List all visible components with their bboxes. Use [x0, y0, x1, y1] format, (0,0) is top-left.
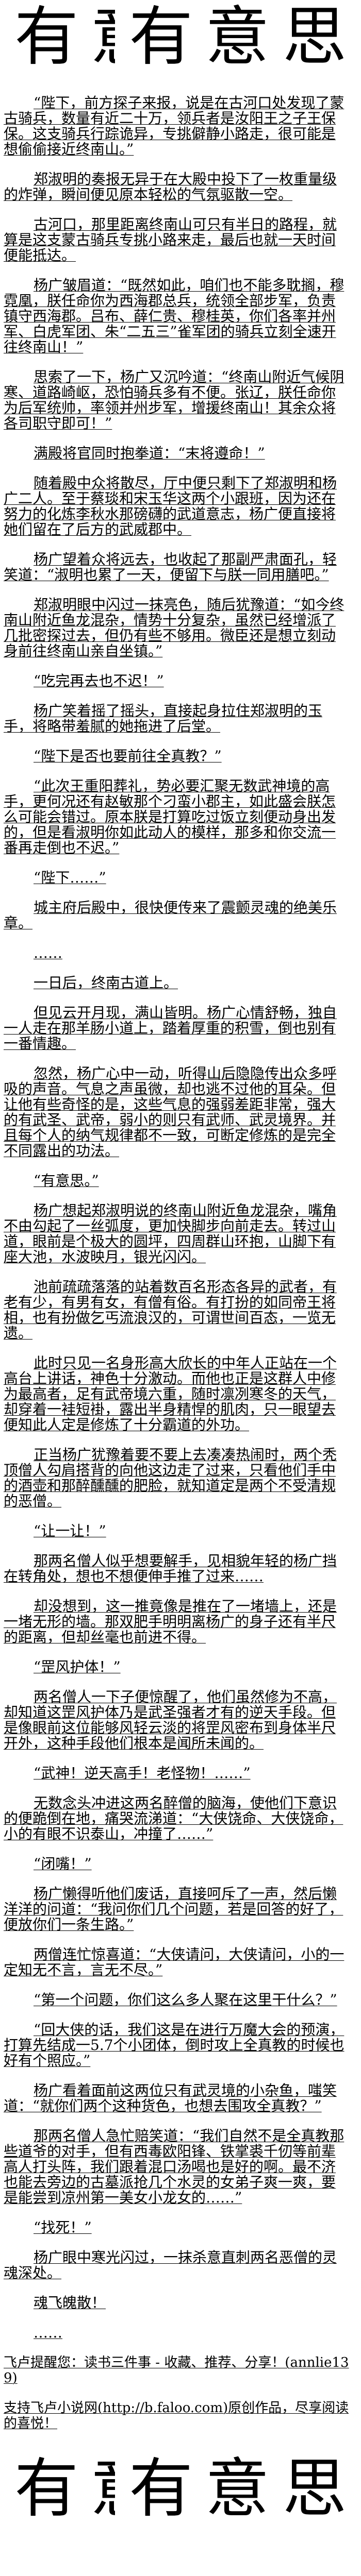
- paragraph: 此时只见一名身形高大欣长的中年人正站在一个高台上讲话，神色十分激动。而他也正是这…: [4, 1354, 337, 1433]
- paragraph: “罡风护体！”: [34, 1658, 121, 1675]
- paragraph: 郑淑明眼中闪过一抹亮色，随后犹豫道：“如今终南山附近鱼龙混杂，情势十分复杂，虽然…: [4, 596, 344, 659]
- paragraph: 杨广懒得听他们废话，直接呵斥了一声，然后懒洋洋的问道：“我问你们几个问题，若是回…: [4, 1885, 343, 1933]
- logo-top: 有 意 有 意 思: [0, 0, 361, 75]
- paragraph: 思索了一下，杨广又沉吟道：“终南山附近气候阴寒、道路崎岖，恐怕骑兵多有不便。张辽…: [4, 368, 344, 432]
- paragraph: “武神！逆天高手！老怪物！……”: [34, 1765, 251, 1782]
- paragraph: “此次王重阳葬礼，势必要汇聚无数武神境的高手，更何况还有赵敏那个刁蛮小郡主，如此…: [4, 777, 336, 856]
- logo-char: 思: [283, 2452, 347, 2526]
- paragraph: ……: [34, 2324, 62, 2341]
- paragraph: “回大侠的话，我们这是在进行万魔大会的预演，打算先结成一5.7个小团体，倒时攻上…: [4, 2021, 344, 2069]
- paragraph: 正当杨广犹豫着要不要上去凑凑热闹时，两个秃顶僧人勾肩搭背的向他这边走了过来，只看…: [4, 1446, 337, 1510]
- logo-char-clipped: 意: [90, 2454, 115, 2524]
- paragraph: 古河口，那里距离终南山可只有半日的路程，就算是这支蒙古骑兵专挑小路来走，最后也就…: [4, 216, 337, 264]
- paragraph: “找死！”: [34, 2219, 92, 2236]
- paragraph: 但见云开月现，满山皆明。杨广心情舒畅，独自一人走在那羊肠小道上，踏着厚重的积雪，…: [4, 1004, 337, 1052]
- logo-bottom: 有 意 有 意 思: [0, 2452, 361, 2527]
- reminder-text: 飞卢提醒您：读书三件事 - 收藏、推荐、分享！(annlie139): [4, 2355, 349, 2386]
- logo-char-clipped: 意: [90, 2, 115, 72]
- paragraph: 杨广看着面前这两位只有武灵境的小杂鱼，嗤笑道：“就你们两个这种货色，也想去围攻全…: [4, 2082, 337, 2114]
- paragraph: 那两名僧人似乎想要解手，见相貌年轻的杨广挡在转角处，想也不想便伸手推了过来……: [4, 1552, 337, 1585]
- logo-char: 有: [129, 0, 193, 74]
- paragraph: 城主府后殿中，很快便传来了震颤灵魂的绝美乐章。: [4, 899, 337, 931]
- logo-char: 意: [205, 2452, 270, 2526]
- paragraph: 满殿将官同时抱拳道：“末将遵命！”: [34, 445, 265, 462]
- paragraph: 杨广眼中寒光闪过，一抹杀意直刺两名恶僧的灵魂深处。: [4, 2249, 337, 2281]
- paragraph: “闭嘴！”: [34, 1855, 92, 1872]
- paragraph: 郑淑明的奏报无异于在大殿中投下了一枚重量级的炸弹，瞬间便见原本轻松的气氛驱散一空…: [4, 171, 337, 203]
- paragraph: “陛下是否也要前往全真教？”: [34, 748, 222, 765]
- logo-char: 有: [129, 2452, 193, 2526]
- paragraph: 池前疏疏落落的站着数百名形态各异的武者，有老有少，有男有女，有僧有俗。有打扮的如…: [4, 1278, 337, 1342]
- paragraph: 却没想到，这一推竟像是推在了一堵墙上，还是一堵无形的墙。那双肥手明明离杨广的身子…: [4, 1598, 337, 1646]
- paragraph: “吃完再去也不迟！”: [34, 672, 164, 689]
- paragraph: “第一个问题，你们这么多人聚在这里干什么？”: [34, 1991, 337, 2008]
- logo-char: 思: [283, 0, 347, 74]
- logo-char: 有: [14, 2452, 79, 2526]
- paragraph: “陛下……”: [34, 869, 106, 886]
- paragraph: 无数念头冲进这两名醉僧的脑海，使他们下意识的便跪倒在地，痛哭流涕道：“大侠饶命、…: [4, 1794, 343, 1842]
- chapter-body: “陛下，前方探子来报，说是在古河口处发现了蒙古骑兵，数量有近二十万，领兵者是汝阳…: [4, 95, 349, 2432]
- logo-char: 有: [14, 0, 79, 74]
- paragraph: 杨广望着众将远去，也收起了那副严肃面孔，轻笑道：“淑明也累了一天，便留下与朕一同…: [4, 551, 337, 583]
- paragraph: 魂飞魄散！: [34, 2294, 106, 2311]
- paragraph: 两名僧人一下子便惊醒了，他们虽然修为不高，却知道这罡风护体乃是武圣强者才有的逆天…: [4, 1688, 337, 1752]
- paragraph: 两僧连忙惊喜道：“大侠请问，大侠请问，小的一定知无不言，言无不尽。”: [4, 1946, 344, 1978]
- paragraph: 随着殿中众将散尽，厅中便只剩下了郑淑明和杨广二人。至于蔡琰和宋玉华这两个小跟班，…: [4, 474, 337, 538]
- paragraph: “让一让！”: [34, 1522, 106, 1539]
- footer-notes: 飞卢提醒您：读书三件事 - 收藏、推荐、分享！(annlie139) 支持飞卢小…: [4, 2355, 349, 2431]
- paragraph: 杨广想起郑淑明说的终南山附近鱼龙混杂，嘴角不由勾起了一丝弧度，更加快脚步向前走去…: [4, 1202, 337, 1265]
- paragraph: 一日后，终南古道上。: [34, 974, 178, 991]
- logo-char: 意: [205, 0, 270, 74]
- paragraph: 杨广皱眉道：“既然如此，咱们也不能多耽搁，穆霓凰，朕任命你为西海郡总兵，统领全部…: [4, 277, 344, 355]
- paragraph: 杨广笑着摇了摇头，直接起身拉住郑淑明的玉手，将略带羞腻的她拖进了后堂。: [4, 702, 323, 735]
- paragraph: “有意思。”: [34, 1172, 99, 1189]
- paragraph-list: “陛下，前方探子来报，说是在古河口处发现了蒙古骑兵，数量有近二十万，领兵者是汝阳…: [4, 95, 349, 2341]
- paragraph: 那两名僧人急忙赔笑道：“我们自然不是全真教那些道爷的对手，但有西毒欧阳锋、铁掌裘…: [4, 2127, 344, 2206]
- paragraph: “陛下，前方探子来报，说是在古河口处发现了蒙古骑兵，数量有近二十万，领兵者是汝阳…: [4, 94, 344, 158]
- paragraph: ……: [34, 944, 62, 961]
- support-link-text[interactable]: 支持飞卢小说网(http://b.faloo.com)原创作品，尽享阅读的喜悦！: [4, 2400, 349, 2431]
- paragraph: 忽然，杨广心中一动，听得山后隐隐传出众多呼吸的声音。气息之声虽微，却也逃不过他的…: [4, 1065, 337, 1159]
